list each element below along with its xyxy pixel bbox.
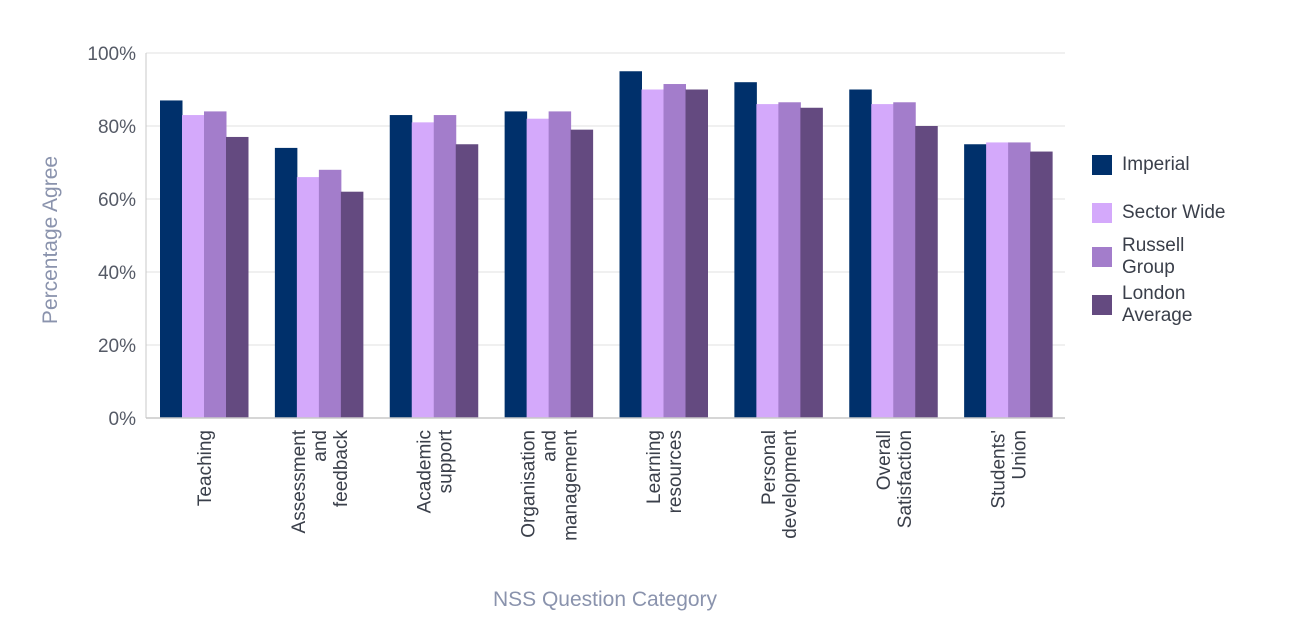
- bars: [160, 71, 1053, 419]
- bar: [389, 115, 413, 419]
- y-axis-ticks: 0% 20% 40% 60% 80% 100%: [87, 44, 136, 430]
- bar: [411, 122, 435, 418]
- bar: [964, 144, 987, 418]
- bar: [504, 111, 528, 419]
- legend-label: London Average: [1122, 283, 1193, 326]
- x-tick-label: Students'Union: [989, 430, 1031, 509]
- legend: Imperial Sector Wide Russell Group Londo…: [1092, 150, 1282, 336]
- legend-label: Russell Group: [1122, 235, 1185, 278]
- legend-item-london-average: London Average: [1092, 282, 1282, 328]
- legend-swatch: [1092, 203, 1112, 223]
- bar: [296, 177, 320, 418]
- bar: [548, 111, 572, 419]
- bar: [226, 136, 249, 418]
- x-tick-label: Teaching: [195, 430, 216, 506]
- y-tick-label: 40%: [98, 263, 136, 284]
- x-axis-title: NSS Question Category: [493, 588, 718, 611]
- y-tick-label: 0%: [109, 409, 137, 430]
- bar: [619, 71, 642, 418]
- x-tick-label: Organisationandmanagement: [519, 429, 582, 541]
- legend-swatch: [1092, 295, 1112, 315]
- y-tick-label: 80%: [98, 117, 136, 138]
- bar: [778, 102, 801, 419]
- y-axis-title: Percentage Agree: [39, 156, 62, 324]
- bar: [871, 104, 894, 418]
- bar: [455, 144, 479, 418]
- bar: [204, 111, 227, 419]
- bar: [182, 115, 205, 419]
- x-tick-label: Personaldevelopment: [759, 429, 801, 539]
- bar: [663, 84, 686, 419]
- bar: [526, 118, 550, 418]
- x-tick-label: Assessmentandfeedback: [289, 429, 352, 533]
- x-tick-label: OverallSatisfaction: [874, 430, 916, 528]
- bar: [274, 147, 298, 418]
- bar: [734, 82, 757, 418]
- bar: [340, 191, 364, 418]
- bar: [160, 100, 183, 418]
- legend-swatch: [1092, 155, 1112, 175]
- bar: [318, 169, 342, 418]
- y-tick-label: 100%: [87, 44, 136, 65]
- legend-item-sector-wide: Sector Wide: [1092, 198, 1282, 228]
- bar: [570, 129, 594, 418]
- bar: [756, 104, 779, 418]
- bar: [641, 89, 664, 418]
- legend-swatch: [1092, 247, 1112, 267]
- y-tick-label: 20%: [98, 336, 136, 357]
- bar: [1030, 151, 1053, 419]
- legend-label: Imperial: [1122, 154, 1190, 175]
- bar: [986, 142, 1009, 419]
- x-tick-label: Academicsupport: [414, 429, 456, 513]
- x-tick-label: Learningresources: [644, 430, 686, 513]
- y-tick-label: 60%: [98, 190, 136, 211]
- legend-item-russell-group: Russell Group: [1092, 234, 1282, 280]
- bar: [915, 126, 938, 418]
- bar: [433, 115, 457, 419]
- bar: [800, 107, 823, 418]
- bar: [849, 89, 872, 418]
- legend-item-imperial: Imperial: [1092, 150, 1282, 180]
- bar: [1008, 142, 1031, 419]
- bar: [685, 89, 708, 418]
- bar: [893, 102, 916, 419]
- legend-label: Sector Wide: [1122, 202, 1226, 223]
- x-axis-labels: Teaching Assessmentandfeedback Academicsup…: [195, 429, 1031, 541]
